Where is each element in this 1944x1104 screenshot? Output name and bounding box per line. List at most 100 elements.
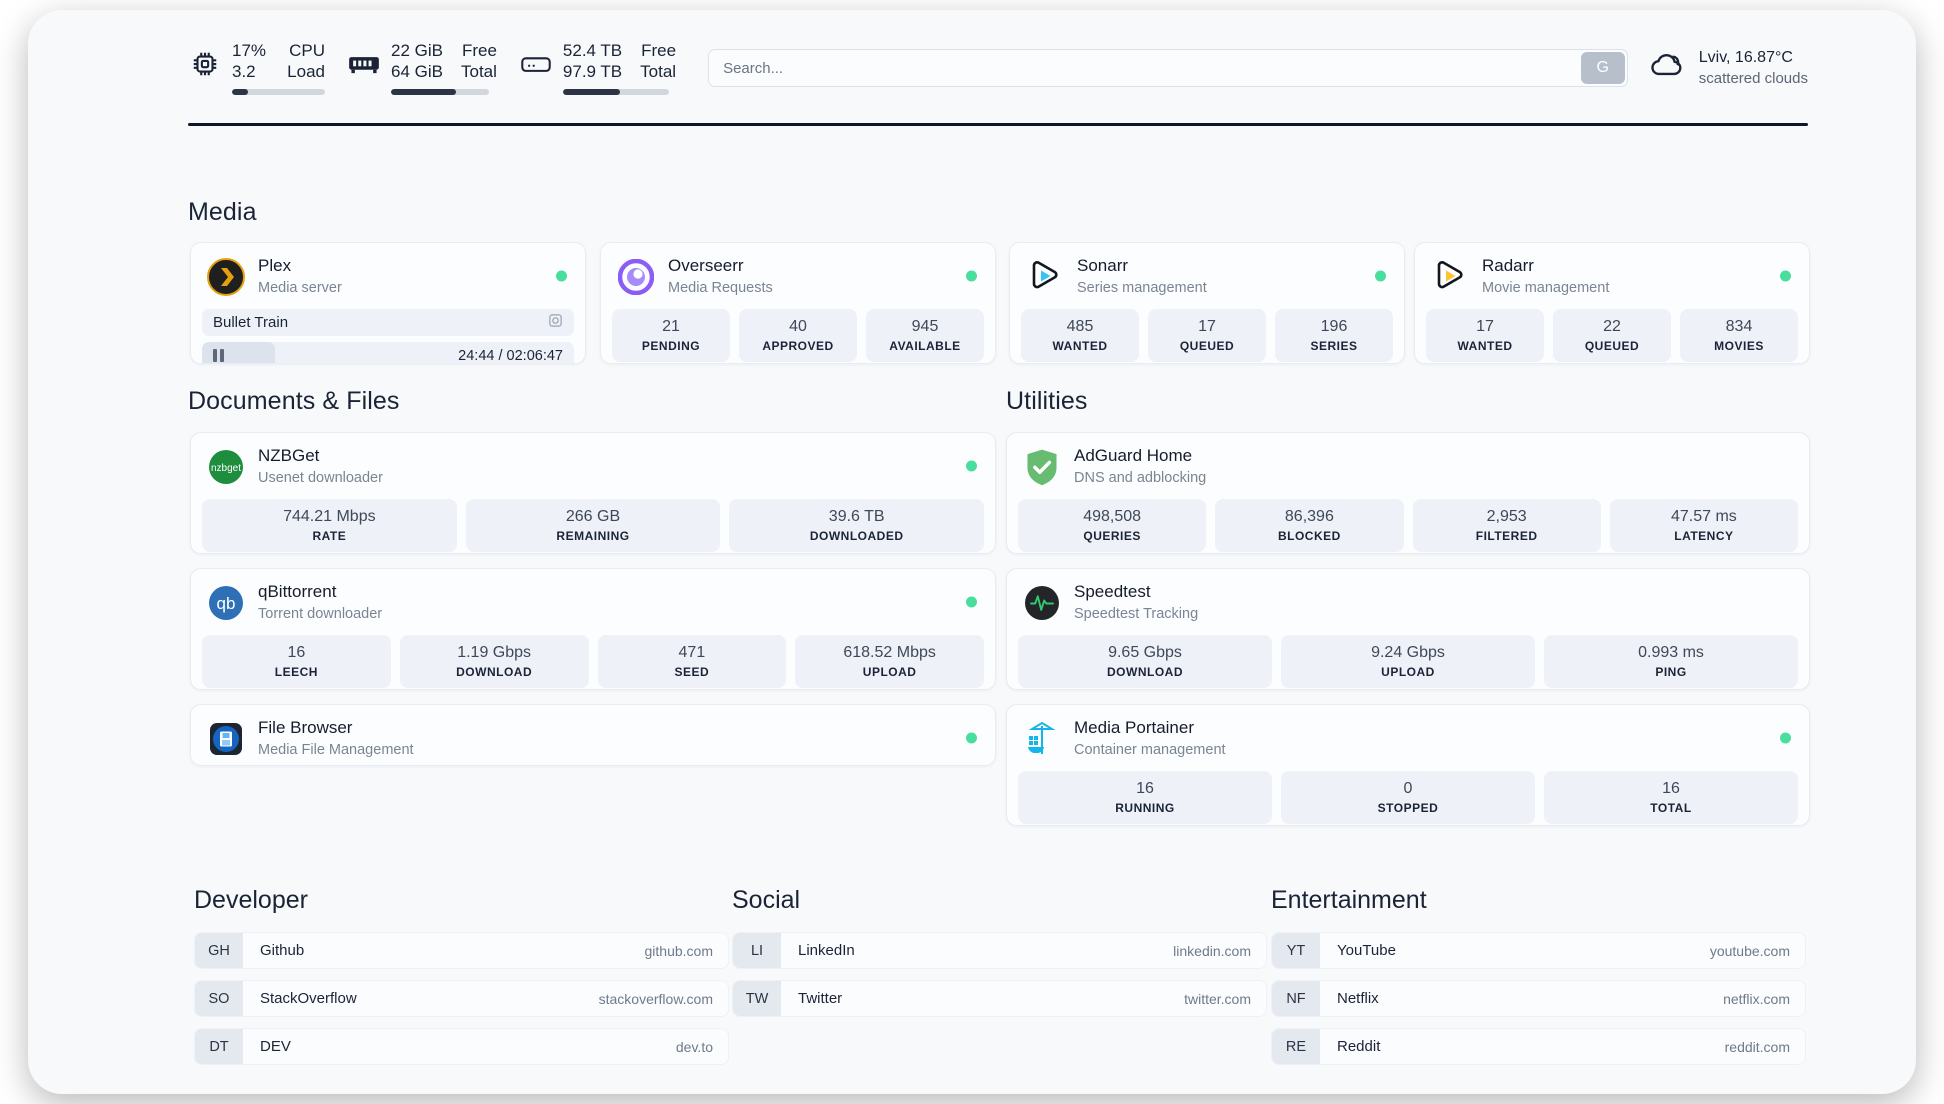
card-sonarr[interactable]: Sonarr Series management 485 WANTED 17 Q…	[1009, 242, 1405, 364]
app-name: File Browser	[258, 718, 353, 737]
status-indicator-online	[1780, 270, 1791, 282]
search-box[interactable]: G	[708, 49, 1628, 87]
stat-label: LATENCY	[1674, 529, 1734, 543]
pause-icon[interactable]	[213, 349, 224, 362]
card-radarr[interactable]: Radarr Movie management 17 WANTED 22 QUE…	[1414, 242, 1810, 364]
disk-icon	[519, 47, 553, 81]
bookmark-url: stackoverflow.com	[598, 990, 713, 1007]
stat-chip: 0 STOPPED	[1281, 771, 1535, 824]
disk-usage-bar	[562, 89, 669, 95]
stat-value: 0	[1403, 780, 1413, 797]
app-name: Sonarr	[1077, 256, 1129, 275]
stat-label: TOTAL	[1650, 801, 1692, 815]
disk-stat-group: 52.4 TB Free 97.9 TB Total	[519, 41, 676, 95]
svg-text:qb: qb	[217, 594, 236, 613]
card-file-browser[interactable]: File Browser Media File Management	[190, 704, 996, 766]
stat-value: 485	[1066, 318, 1094, 335]
card-nzbget[interactable]: nzbget NZBGet Usenet downloader 744.21 M…	[190, 432, 996, 554]
stat-value: 17	[1198, 318, 1216, 335]
ram-row-2: 64 GiB Total	[391, 62, 497, 82]
stat-label: UPLOAD	[862, 665, 917, 679]
bookmark-item-youtube[interactable]: YT YouTube youtube.com	[1271, 932, 1806, 969]
bookmark-item-reddit[interactable]: RE Reddit reddit.com	[1271, 1028, 1806, 1065]
bookmark-name: YouTube	[1337, 942, 1396, 959]
search-engine-label: G	[1596, 59, 1609, 76]
stat-chip: 9.24 Gbps UPLOAD	[1281, 635, 1535, 688]
bookmark-name: LinkedIn	[798, 942, 855, 959]
stat-label: QUEUED	[1179, 339, 1235, 353]
card-speedtest[interactable]: Speedtest Speedtest Tracking 9.65 Gbps D…	[1006, 568, 1810, 690]
bookmark-name: Netflix	[1337, 990, 1379, 1007]
stat-value: 2,953	[1486, 508, 1527, 525]
app-name: Speedtest	[1074, 582, 1151, 601]
now-playing-time: 24:44 / 02:06:47	[458, 347, 563, 364]
card-qbittorrent[interactable]: qb qBittorrent Torrent downloader 16 LEE…	[190, 568, 996, 690]
bookmark-item-stackoverflow[interactable]: SO StackOverflow stackoverflow.com	[194, 980, 729, 1017]
stat-chip: 86,396 BLOCKED	[1215, 499, 1404, 552]
card-header: nzbget NZBGet Usenet downloader	[191, 433, 995, 499]
stat-label: LEECH	[274, 665, 318, 679]
search-input[interactable]	[709, 50, 1579, 86]
dashboard-page: 17% CPU 3.2 Load	[28, 10, 1916, 1094]
bookmark-badge: NF	[1272, 981, 1320, 1016]
disk-total-label: Total	[640, 62, 677, 81]
bookmark-item-linkedin[interactable]: LI LinkedIn linkedin.com	[732, 932, 1267, 969]
bookmark-item-dev[interactable]: DT DEV dev.to	[194, 1028, 729, 1065]
stat-label: PING	[1655, 665, 1687, 679]
bookmark-group-title: Social	[732, 886, 801, 914]
card-header: AdGuard Home DNS and adblocking	[1007, 433, 1809, 499]
card-overseerr[interactable]: Overseerr Media Requests 21 PENDING 40 A…	[600, 242, 996, 364]
card-header: File Browser Media File Management	[191, 705, 995, 765]
card-adguard-home[interactable]: AdGuard Home DNS and adblocking 498,508 …	[1006, 432, 1810, 554]
stat-chip: 22 QUEUED	[1553, 309, 1671, 362]
cpu-usage-value: 17%	[232, 41, 267, 60]
bookmark-group-social: Social LI LinkedIn linkedin.com TW Twitt…	[732, 886, 1267, 1028]
app-subtitle: Container management	[1074, 742, 1226, 758]
stat-chip: 0.993 ms PING	[1544, 635, 1798, 688]
bookmark-group-developer: Developer GH Github github.com SO StackO…	[194, 886, 729, 1076]
plex-icon	[207, 258, 245, 296]
bookmark-item-netflix[interactable]: NF Netflix netflix.com	[1271, 980, 1806, 1017]
stat-label: DOWNLOAD	[456, 665, 533, 679]
now-playing-progress[interactable]: 24:44 / 02:06:47	[202, 342, 574, 364]
app-subtitle: Torrent downloader	[258, 606, 383, 622]
disk-free-label: Free	[641, 41, 677, 60]
bookmark-item-twitter[interactable]: TW Twitter twitter.com	[732, 980, 1267, 1017]
app-name: AdGuard Home	[1074, 446, 1193, 465]
stat-label: REMAINING	[556, 529, 630, 543]
ram-usage-bar	[391, 89, 489, 95]
stat-label: MOVIES	[1714, 339, 1764, 353]
stat-chip: 485 WANTED	[1021, 309, 1139, 362]
top-bar: 17% CPU 3.2 Load	[188, 28, 1808, 108]
stat-label: RUNNING	[1115, 801, 1175, 815]
search-engine-button[interactable]: G	[1580, 52, 1625, 84]
stat-value: 945	[911, 318, 939, 335]
stat-chip: 471 SEED	[597, 635, 787, 688]
qbittorrent-icon: qb	[207, 584, 245, 622]
app-name: qBittorrent	[258, 582, 337, 601]
cast-icon[interactable]	[548, 313, 563, 333]
stat-chip: 9.65 Gbps DOWNLOAD	[1018, 635, 1272, 688]
stat-chip: 2,953 FILTERED	[1412, 499, 1601, 552]
weather-widget[interactable]: Lviv, 16.87°C scattered clouds	[1648, 47, 1808, 89]
stat-chip: 16 TOTAL	[1544, 771, 1798, 824]
stat-chip: 834 MOVIES	[1680, 309, 1798, 362]
card-plex[interactable]: Plex Media server Bullet Train 24:44 / 0…	[190, 242, 586, 364]
card-media-portainer[interactable]: Media Portainer Container management 16 …	[1006, 704, 1810, 826]
stat-value: 39.6 TB	[828, 508, 885, 525]
ram-row-1: 22 GiB Free	[391, 41, 497, 61]
stat-label: UPLOAD	[1381, 665, 1435, 679]
nzbget-icon: nzbget	[207, 448, 245, 486]
app-subtitle: Media Requests	[668, 280, 773, 296]
stat-label: DOWNLOAD	[1107, 665, 1183, 679]
bookmark-url: github.com	[644, 942, 713, 959]
status-indicator-online	[966, 732, 977, 744]
app-name: Plex	[258, 256, 292, 275]
bookmark-item-github[interactable]: GH Github github.com	[194, 932, 729, 969]
card-header: Media Portainer Container management	[1007, 705, 1809, 771]
stat-value: 618.52 Mbps	[843, 644, 936, 661]
cpu-load-label: Load	[287, 62, 325, 81]
app-subtitle: Series management	[1077, 280, 1207, 296]
stat-label: PENDING	[641, 339, 701, 353]
card-header: qb qBittorrent Torrent downloader	[191, 569, 995, 635]
